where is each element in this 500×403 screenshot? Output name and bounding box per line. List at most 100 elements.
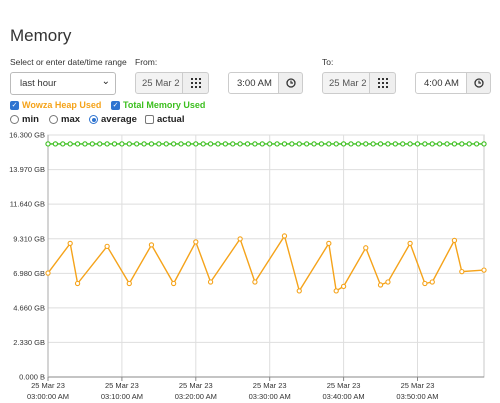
total-memory-used-point	[466, 141, 472, 147]
toggle-wowza-heap[interactable]: ✓ Wowza Heap Used	[10, 100, 101, 110]
total-memory-used-point	[97, 141, 103, 147]
total-memory-used-point	[400, 141, 406, 147]
total-memory-used-point	[289, 141, 295, 147]
x-tick-date: 25 Mar 23	[253, 381, 287, 390]
total-memory-used-point	[281, 141, 288, 147]
wowza-heap-used-point	[45, 270, 51, 276]
y-tick-label: 2.330 GB	[13, 338, 45, 347]
range-select[interactable]: last hour ⌄	[10, 72, 116, 95]
wowza-heap-used-point	[340, 283, 347, 290]
y-tick-label: 9.310 GB	[13, 234, 45, 243]
total-memory-used-point	[340, 141, 347, 147]
wowza-heap-used-point	[74, 280, 81, 287]
wowza-heap-used-point	[296, 288, 302, 294]
total-memory-used-point	[370, 141, 376, 147]
total-memory-used-point	[52, 141, 59, 147]
total-memory-used-point	[134, 141, 140, 147]
total-memory-used-point	[185, 141, 192, 147]
total-memory-used-point	[377, 141, 384, 147]
total-memory-used-point	[252, 141, 258, 147]
x-tick-date: 25 Mar 23	[105, 381, 139, 390]
total-memory-used-point	[89, 141, 95, 147]
checkbox-actual-label: actual	[157, 114, 185, 125]
x-tick-time: 03:20:00 AM	[175, 392, 217, 401]
checkbox-checked[interactable]: ✓	[10, 100, 19, 110]
x-tick-time: 03:40:00 AM	[323, 392, 365, 401]
clock-icon	[473, 78, 484, 88]
total-memory-used-point	[104, 141, 110, 147]
total-memory-used-point	[178, 141, 184, 147]
total-memory-used-point	[326, 141, 332, 147]
to-label: To:	[322, 57, 334, 67]
x-tick-date: 25 Mar 23	[179, 381, 213, 390]
y-tick-label: 4.660 GB	[13, 303, 45, 312]
total-memory-used-point	[244, 141, 251, 147]
to-time-input[interactable]: 4:00 AM	[415, 72, 467, 94]
total-memory-used-point	[437, 141, 443, 147]
wowza-heap-used-point	[237, 236, 243, 242]
y-tick-label: 13.970 GB	[9, 165, 45, 174]
wowza-heap-used-point	[126, 280, 132, 287]
to-clock-button[interactable]	[466, 72, 491, 94]
from-date-input[interactable]: 25 Mar 2	[135, 72, 183, 94]
radio-button[interactable]	[10, 115, 19, 124]
wowza-heap-used-point	[207, 279, 214, 285]
wowza-heap-used-point	[193, 239, 199, 245]
calendar-grid-icon	[190, 78, 201, 88]
total-memory-used-point	[259, 141, 265, 147]
radio-max[interactable]: max	[49, 114, 80, 125]
wowza-heap-used-point	[429, 279, 435, 285]
range-label: Select or enter date/time range	[10, 57, 127, 67]
range-select-value: last hour	[20, 78, 57, 89]
wowza-heap-used-point	[148, 242, 155, 248]
wowza-heap-used-point	[170, 280, 177, 287]
checkbox-unchecked[interactable]	[145, 115, 154, 124]
radio-button[interactable]	[49, 115, 58, 124]
wowza-heap-used-point	[451, 237, 458, 244]
total-memory-used-point	[170, 141, 177, 147]
checkbox-checked[interactable]: ✓	[111, 100, 120, 110]
wowza-heap-used-point	[363, 245, 369, 251]
x-tick-date: 25 Mar 23	[401, 381, 435, 390]
to-calendar-button[interactable]	[369, 72, 396, 94]
y-tick-label: 6.980 GB	[13, 269, 45, 278]
wowza-heap-used-point	[252, 279, 258, 285]
toggle-wowza-heap-label: Wowza Heap Used	[22, 100, 102, 110]
wowza-heap-used-point	[67, 240, 73, 247]
wowza-heap-used-point	[326, 240, 332, 247]
wowza-heap-used-point	[104, 243, 110, 249]
from-clock-button[interactable]	[278, 72, 303, 94]
total-memory-used-point	[303, 141, 310, 147]
from-calendar-button[interactable]	[182, 72, 209, 94]
total-memory-used-point	[156, 141, 162, 147]
wowza-heap-used-point	[422, 280, 428, 287]
y-tick-label: 16.300 GB	[9, 131, 45, 140]
checkbox-actual[interactable]: actual	[145, 114, 184, 125]
toggle-total-memory[interactable]: ✓ Total Memory Used	[111, 100, 205, 110]
clock-icon	[285, 78, 296, 88]
total-memory-used-point	[385, 141, 391, 147]
total-memory-used-point	[444, 141, 450, 147]
wowza-heap-used-point	[281, 233, 288, 239]
total-memory-used-point	[473, 141, 480, 147]
radio-min-label: min	[22, 114, 39, 125]
total-memory-used-point	[407, 141, 413, 147]
page-title: Memory	[10, 26, 72, 45]
total-memory-used-point	[459, 141, 465, 147]
total-memory-used-point	[45, 141, 51, 147]
wowza-heap-used-point	[385, 279, 391, 285]
total-memory-used-point	[348, 141, 354, 147]
total-memory-used-point	[296, 141, 302, 147]
wowza-heap-used-point	[407, 240, 413, 247]
radio-average[interactable]: average	[89, 114, 137, 125]
total-memory-used-point	[193, 141, 199, 147]
calendar-grid-icon	[377, 78, 388, 88]
radio-min[interactable]: min	[10, 114, 39, 125]
x-tick-time: 03:00:00 AM	[27, 392, 69, 401]
radio-button[interactable]	[89, 115, 98, 124]
y-tick-label: 0.000 B	[19, 373, 45, 382]
total-memory-used-point	[60, 141, 66, 147]
total-memory-used-point	[222, 141, 229, 147]
total-memory-used-point	[274, 141, 280, 147]
total-memory-used-point	[74, 141, 81, 147]
